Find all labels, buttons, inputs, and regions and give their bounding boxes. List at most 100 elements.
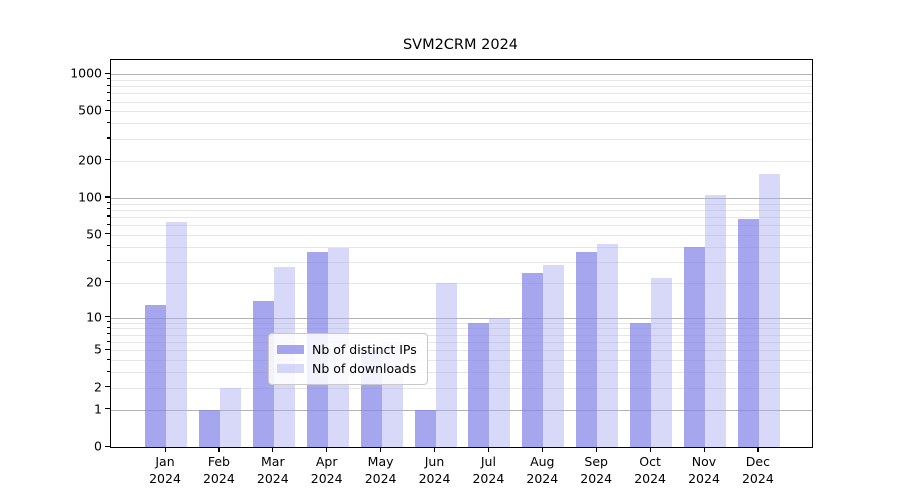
bar-ips-feb bbox=[198, 409, 220, 447]
y-tick-mark bbox=[105, 445, 110, 447]
minor-gridline bbox=[111, 387, 812, 389]
x-tick-label-feb: Feb 2024 bbox=[202, 454, 235, 486]
x-tick-label-jul: Jul 2024 bbox=[472, 454, 505, 486]
y-tick-label: 10 bbox=[86, 309, 102, 325]
minor-gridline bbox=[111, 123, 812, 125]
x-tick-mark bbox=[757, 447, 759, 452]
legend-item-distinct-ips: Nb of distinct IPs bbox=[277, 340, 417, 359]
minor-gridline bbox=[111, 101, 812, 103]
y-minor-tick-mark bbox=[107, 260, 110, 262]
x-tick-label-nov: Nov 2024 bbox=[688, 454, 720, 486]
minor-gridline bbox=[111, 350, 812, 352]
minor-gridline bbox=[111, 216, 812, 218]
y-tick-mark bbox=[105, 72, 110, 74]
x-tick-mark bbox=[326, 447, 328, 452]
bar-downloads-sep bbox=[597, 244, 619, 447]
plot-area bbox=[110, 59, 813, 448]
x-tick-label-aug: Aug 2024 bbox=[526, 454, 559, 486]
x-tick-mark bbox=[434, 447, 436, 452]
y-minor-tick-mark bbox=[107, 245, 110, 247]
x-tick-label-jan: Jan 2024 bbox=[149, 454, 181, 486]
minor-gridline bbox=[111, 342, 812, 343]
y-minor-tick-mark bbox=[107, 202, 110, 204]
bar-downloads-jun bbox=[435, 282, 457, 447]
minor-gridline bbox=[111, 79, 812, 81]
x-tick-mark bbox=[380, 447, 382, 452]
major-gridline bbox=[111, 409, 812, 411]
minor-gridline bbox=[111, 282, 812, 284]
x-tick-label-jun: Jun 2024 bbox=[418, 454, 451, 486]
y-minor-tick-mark bbox=[107, 223, 110, 225]
minor-gridline bbox=[111, 234, 812, 236]
minor-gridline bbox=[111, 111, 812, 113]
y-tick-label: 1000 bbox=[70, 65, 102, 81]
y-tick-label: 20 bbox=[86, 274, 102, 290]
legend-swatch-ips bbox=[277, 345, 304, 354]
y-tick-mark bbox=[105, 196, 110, 198]
legend: Nb of distinct IPs Nb of downloads bbox=[268, 333, 428, 385]
y-minor-tick-mark bbox=[107, 321, 110, 323]
minor-gridline bbox=[111, 334, 812, 336]
bar-ips-dec bbox=[737, 219, 759, 447]
bar-downloads-dec bbox=[758, 174, 780, 447]
x-tick-mark bbox=[595, 447, 597, 452]
y-minor-tick-mark bbox=[107, 281, 110, 283]
y-tick-mark bbox=[105, 316, 110, 318]
y-minor-tick-mark bbox=[107, 333, 110, 335]
y-minor-tick-mark bbox=[107, 78, 110, 80]
y-minor-tick-mark bbox=[107, 340, 110, 342]
bar-ips-aug bbox=[522, 273, 544, 447]
y-minor-tick-mark bbox=[107, 100, 110, 102]
x-tick-mark bbox=[541, 447, 543, 452]
major-gridline bbox=[111, 197, 812, 199]
y-minor-tick-mark bbox=[107, 386, 110, 388]
bar-downloads-jan bbox=[166, 221, 187, 447]
x-tick-mark bbox=[218, 447, 220, 452]
x-tick-label-apr: Apr 2024 bbox=[310, 454, 343, 486]
minor-gridline bbox=[111, 246, 812, 248]
y-minor-tick-mark bbox=[107, 370, 110, 372]
x-tick-mark bbox=[487, 447, 490, 452]
x-tick-label-sep: Sep 2024 bbox=[580, 454, 613, 486]
x-tick-mark bbox=[703, 447, 705, 452]
minor-gridline bbox=[111, 138, 812, 140]
major-gridline bbox=[111, 317, 812, 319]
legend-item-downloads: Nb of downloads bbox=[277, 359, 417, 378]
minor-gridline bbox=[111, 328, 812, 330]
minor-gridline bbox=[111, 203, 812, 205]
y-tick-label: 500 bbox=[78, 102, 102, 118]
y-tick-label: 2 bbox=[94, 379, 102, 395]
bar-ips-oct bbox=[630, 322, 652, 447]
minor-gridline bbox=[111, 86, 812, 88]
y-minor-tick-mark bbox=[107, 208, 110, 210]
legend-label-downloads: Nb of downloads bbox=[312, 361, 417, 376]
bar-ips-jun bbox=[414, 409, 436, 447]
y-minor-tick-mark bbox=[107, 109, 110, 112]
minor-gridline bbox=[111, 225, 812, 227]
minor-gridline bbox=[111, 360, 812, 362]
bar-downloads-feb bbox=[219, 387, 241, 447]
minor-gridline bbox=[111, 322, 812, 324]
legend-swatch-downloads bbox=[277, 364, 304, 373]
bar-downloads-oct bbox=[651, 277, 673, 447]
x-tick-mark bbox=[649, 447, 651, 452]
y-minor-tick-mark bbox=[107, 121, 110, 124]
y-minor-tick-mark bbox=[107, 326, 110, 329]
bar-downloads-nov bbox=[705, 195, 726, 447]
minor-gridline bbox=[111, 261, 812, 263]
x-tick-label-dec: Dec 2024 bbox=[741, 454, 774, 486]
y-minor-tick-mark bbox=[107, 348, 110, 350]
y-minor-tick-mark bbox=[107, 91, 110, 93]
y-minor-tick-mark bbox=[107, 137, 110, 139]
y-minor-tick-mark bbox=[107, 84, 110, 86]
y-minor-tick-mark bbox=[107, 233, 110, 235]
bar-downloads-aug bbox=[543, 265, 565, 447]
y-tick-mark bbox=[105, 408, 110, 410]
y-tick-label: 200 bbox=[78, 152, 102, 168]
x-tick-mark bbox=[272, 447, 274, 452]
x-tick-label-may: May 2024 bbox=[364, 454, 397, 486]
x-tick-label-oct: Oct 2024 bbox=[634, 454, 666, 486]
major-gridline bbox=[111, 74, 812, 75]
y-tick-label: 1 bbox=[94, 401, 102, 417]
